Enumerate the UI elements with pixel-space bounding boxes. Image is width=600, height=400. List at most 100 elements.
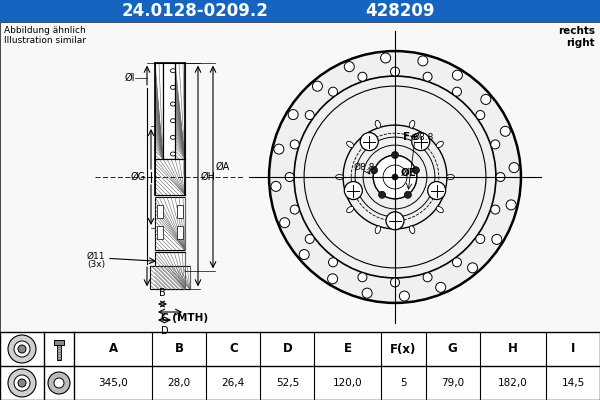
Circle shape — [358, 72, 367, 81]
Ellipse shape — [436, 141, 443, 148]
Bar — [175, 63, 185, 159]
Text: rechts: rechts — [558, 26, 595, 36]
Text: Ø11: Ø11 — [86, 252, 105, 261]
Circle shape — [476, 110, 485, 120]
Text: F(x): F(x) — [390, 342, 416, 356]
Circle shape — [299, 250, 309, 260]
Text: 26,4: 26,4 — [221, 378, 245, 388]
Bar — [0, 332, 600, 400]
Circle shape — [358, 273, 367, 282]
Circle shape — [294, 76, 496, 278]
Circle shape — [423, 72, 432, 81]
Ellipse shape — [170, 135, 176, 139]
Text: ØG: ØG — [131, 172, 146, 182]
Text: 28,0: 28,0 — [167, 378, 191, 388]
Text: 79,0: 79,0 — [441, 378, 464, 388]
Circle shape — [14, 341, 30, 357]
Text: ØE: ØE — [401, 168, 417, 178]
Ellipse shape — [170, 69, 176, 73]
Bar — [150, 266, 190, 289]
Ellipse shape — [170, 119, 176, 123]
Circle shape — [305, 234, 314, 244]
Circle shape — [14, 375, 30, 391]
Circle shape — [491, 140, 500, 149]
Ellipse shape — [409, 226, 415, 234]
Circle shape — [423, 273, 432, 282]
Ellipse shape — [436, 206, 443, 213]
Bar — [57, 345, 61, 360]
Circle shape — [500, 126, 511, 136]
Circle shape — [362, 288, 372, 298]
Circle shape — [452, 70, 463, 80]
Text: right: right — [566, 38, 595, 48]
Text: Ø8.8: Ø8.8 — [413, 132, 434, 142]
Circle shape — [343, 125, 447, 229]
Text: ØH: ØH — [201, 172, 216, 182]
Circle shape — [290, 205, 299, 214]
Ellipse shape — [347, 206, 354, 213]
Text: ATE: ATE — [311, 150, 469, 224]
Ellipse shape — [170, 102, 176, 106]
Ellipse shape — [409, 120, 415, 128]
Circle shape — [481, 94, 491, 104]
Text: 14,5: 14,5 — [562, 378, 584, 388]
Text: B: B — [175, 342, 184, 356]
Bar — [177, 226, 183, 239]
Circle shape — [379, 191, 386, 198]
Circle shape — [391, 278, 400, 287]
Circle shape — [280, 218, 290, 228]
Circle shape — [386, 212, 404, 230]
Text: A: A — [109, 342, 118, 356]
Bar — [157, 205, 163, 218]
Text: Abbildung ähnlich: Abbildung ähnlich — [4, 26, 86, 35]
Text: 52,5: 52,5 — [276, 378, 299, 388]
Circle shape — [506, 200, 516, 210]
Circle shape — [492, 234, 502, 244]
Circle shape — [452, 87, 461, 96]
Ellipse shape — [347, 141, 354, 148]
Circle shape — [274, 144, 284, 154]
Circle shape — [491, 205, 500, 214]
Circle shape — [48, 372, 70, 394]
Text: C (MTH): C (MTH) — [161, 313, 209, 323]
Text: 428209: 428209 — [365, 2, 435, 20]
Bar — [0, 22, 600, 332]
Text: F⊕: F⊕ — [403, 132, 419, 142]
Bar — [157, 226, 163, 239]
Circle shape — [412, 167, 419, 174]
Circle shape — [404, 191, 412, 198]
Text: 182,0: 182,0 — [498, 378, 528, 388]
Text: Illustration similar: Illustration similar — [4, 36, 86, 45]
Circle shape — [329, 258, 338, 267]
Circle shape — [329, 87, 338, 96]
Circle shape — [344, 182, 362, 200]
Bar — [155, 63, 163, 159]
Bar — [155, 159, 185, 195]
Circle shape — [392, 174, 398, 180]
Text: D: D — [283, 342, 292, 356]
Circle shape — [380, 53, 391, 63]
Circle shape — [290, 140, 299, 149]
Ellipse shape — [170, 85, 176, 89]
Text: (3x): (3x) — [87, 260, 105, 269]
Ellipse shape — [446, 174, 454, 180]
Text: ØA: ØA — [216, 162, 230, 172]
Circle shape — [285, 172, 294, 182]
Circle shape — [8, 369, 36, 397]
Bar — [177, 205, 183, 218]
Circle shape — [412, 132, 430, 150]
Text: 5: 5 — [400, 378, 406, 388]
Ellipse shape — [335, 174, 344, 180]
Text: G: G — [448, 342, 458, 356]
Text: 345,0: 345,0 — [98, 378, 128, 388]
Circle shape — [509, 163, 519, 173]
Circle shape — [360, 132, 378, 150]
Bar — [0, 0, 600, 22]
Circle shape — [391, 67, 400, 76]
Circle shape — [418, 56, 428, 66]
Circle shape — [54, 378, 64, 388]
Circle shape — [392, 152, 398, 158]
Bar — [163, 63, 175, 159]
Ellipse shape — [375, 226, 380, 234]
Circle shape — [8, 335, 36, 363]
